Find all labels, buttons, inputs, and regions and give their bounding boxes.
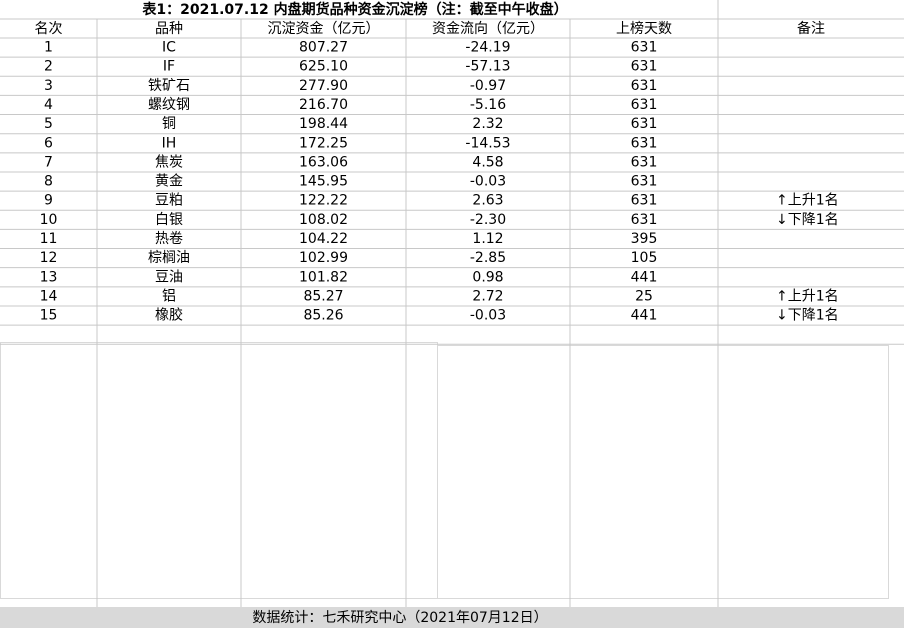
cell: 145.95 xyxy=(299,174,348,190)
footer-band xyxy=(0,607,904,628)
cell: -14.53 xyxy=(465,135,510,151)
cell: 铜 xyxy=(162,116,176,132)
cell: -0.03 xyxy=(470,174,506,190)
cell: 13 xyxy=(40,269,58,285)
cell: ↓下降1名 xyxy=(776,308,839,324)
cell: 螺纹钢 xyxy=(148,97,190,113)
cell: 216.70 xyxy=(299,97,348,113)
cell: 4.58 xyxy=(472,154,503,170)
cell: 277.90 xyxy=(299,78,348,94)
cell: ↓下降1名 xyxy=(776,212,839,228)
cell: 棕榈油 xyxy=(148,250,190,266)
cell: 11 xyxy=(40,231,58,247)
cell: 631 xyxy=(631,78,658,94)
cell: 2 xyxy=(44,59,53,75)
cell: 105 xyxy=(631,250,658,266)
cell: 6 xyxy=(44,135,53,151)
cell: 25 xyxy=(635,288,653,304)
cell: 2.32 xyxy=(472,116,503,132)
cell: ↑上升1名 xyxy=(776,288,839,304)
cell: -2.85 xyxy=(470,250,506,266)
cell: 热卷 xyxy=(155,231,183,247)
cell: 黄金 xyxy=(155,173,183,190)
cell: 631 xyxy=(631,174,658,190)
cell: 12 xyxy=(40,250,58,266)
cell: -5.16 xyxy=(470,97,506,113)
cell: 198.44 xyxy=(299,116,348,132)
cell: 163.06 xyxy=(299,154,348,170)
chart-frame xyxy=(0,342,438,599)
cell: 102.99 xyxy=(299,250,348,266)
cell: 1 xyxy=(44,40,53,56)
footer: 数据统计：七禾研究中心（2021年07月12日） xyxy=(252,610,547,626)
cell: -24.19 xyxy=(465,40,510,56)
cell: 441 xyxy=(631,308,658,324)
cell: ↑上升1名 xyxy=(776,193,839,209)
cell: 1.12 xyxy=(472,231,503,247)
cell: 631 xyxy=(631,154,658,170)
cell: 441 xyxy=(631,269,658,285)
cell: 631 xyxy=(631,116,658,132)
cell: 4 xyxy=(44,97,53,113)
cell: 10 xyxy=(40,212,58,228)
cell: 豆油 xyxy=(155,269,183,285)
cell: 铁矿石 xyxy=(148,78,190,94)
table-title: 表1：2021.07.12 内盘期货品种资金沉淀榜（注：截至中午收盘） xyxy=(141,1,567,18)
cell: 631 xyxy=(631,212,658,228)
cell: -0.97 xyxy=(470,78,506,94)
cell: IC xyxy=(162,40,176,56)
column-header: 沉淀资金（亿元） xyxy=(268,21,380,37)
cell: 104.22 xyxy=(299,231,348,247)
cell: 7 xyxy=(44,154,53,170)
cell: 85.27 xyxy=(303,288,343,304)
chart-frame xyxy=(437,345,889,599)
column-header: 名次 xyxy=(35,21,63,37)
cell: 625.10 xyxy=(299,59,348,75)
cell: 5 xyxy=(44,116,53,132)
cell: 122.22 xyxy=(299,193,348,209)
cell: 172.25 xyxy=(299,135,348,151)
cell: 631 xyxy=(631,135,658,151)
cell: 631 xyxy=(631,40,658,56)
cell: IH xyxy=(162,135,177,151)
cell: 8 xyxy=(44,174,53,190)
column-header: 备注 xyxy=(797,20,825,37)
cell: 9 xyxy=(44,193,53,209)
cell: -2.30 xyxy=(470,212,506,228)
cell: 631 xyxy=(631,97,658,113)
cell: 101.82 xyxy=(299,269,348,285)
cell: 铝 xyxy=(162,288,176,304)
cell: -57.13 xyxy=(465,59,510,75)
cell: 15 xyxy=(40,308,58,324)
cell: 2.72 xyxy=(472,288,503,304)
cell: 14 xyxy=(40,288,58,304)
cell: 焦炭 xyxy=(155,154,183,170)
column-header: 资金流向（亿元） xyxy=(432,21,544,37)
cell: 85.26 xyxy=(303,308,343,324)
cell: 2.63 xyxy=(472,193,503,209)
cell: 豆粕 xyxy=(155,193,183,209)
cell: -0.03 xyxy=(470,308,506,324)
cell: 108.02 xyxy=(299,212,348,228)
cell: 631 xyxy=(631,193,658,209)
cell: 631 xyxy=(631,59,658,75)
cell: 白银 xyxy=(155,212,183,228)
cell: 807.27 xyxy=(299,40,348,56)
cell: 0.98 xyxy=(472,269,503,285)
column-header: 品种 xyxy=(155,21,183,37)
column-header: 上榜天数 xyxy=(616,20,672,37)
cell: 395 xyxy=(631,231,658,247)
cell: 3 xyxy=(44,78,53,94)
cell: IF xyxy=(163,59,175,75)
cell: 橡胶 xyxy=(155,307,183,324)
